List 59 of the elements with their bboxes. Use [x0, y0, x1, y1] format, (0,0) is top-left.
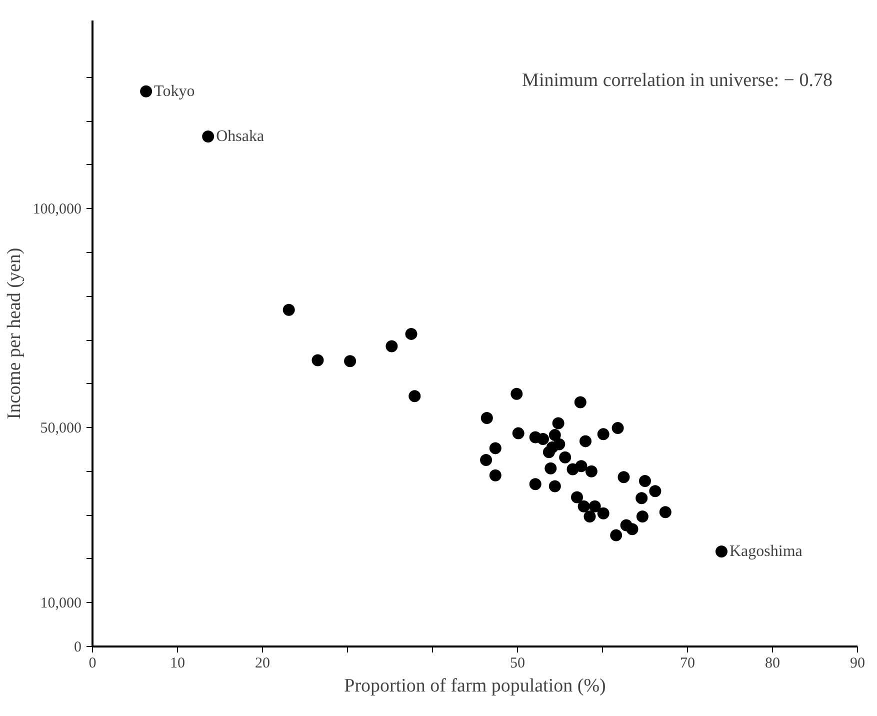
- x-tick-label: 70: [680, 656, 695, 672]
- point: [552, 417, 564, 430]
- y-tick-label: 0: [74, 640, 82, 656]
- point: [610, 529, 622, 542]
- x-tick-label: 20: [255, 656, 270, 672]
- annotation: Tokyo: [154, 82, 195, 100]
- point: [612, 422, 624, 434]
- point: [202, 130, 214, 142]
- x-tick-label: 80: [765, 656, 780, 672]
- x-axis-title: Proportion of farm population (%): [344, 676, 606, 696]
- point: [636, 492, 648, 504]
- point: [578, 500, 590, 512]
- point: [716, 546, 728, 558]
- point: [510, 388, 523, 400]
- point: [542, 446, 555, 458]
- y-tick-label: 100,000: [32, 202, 82, 218]
- point: [559, 451, 572, 464]
- point: [344, 355, 356, 368]
- point: [571, 491, 583, 504]
- point: [584, 510, 596, 522]
- annotation: Kagoshima: [730, 543, 802, 560]
- point: [386, 340, 398, 352]
- point: [618, 471, 630, 484]
- annotation: Minimum correlation in universe: − 0.78: [522, 70, 833, 91]
- point: [480, 454, 492, 466]
- point: [140, 85, 152, 98]
- point: [597, 507, 610, 520]
- point: [574, 396, 586, 408]
- y-tick-label: 10,000: [40, 596, 82, 612]
- point: [626, 523, 638, 536]
- x-tick-label: 0: [88, 656, 96, 672]
- point: [282, 304, 295, 316]
- point: [480, 412, 493, 424]
- point: [588, 500, 601, 512]
- x-tick-label: 90: [850, 656, 865, 672]
- x-tick-label: 10: [170, 656, 185, 672]
- point: [537, 433, 549, 445]
- point: [405, 328, 418, 340]
- y-tick-label: 50,000: [40, 420, 82, 437]
- point: [529, 478, 542, 490]
- point: [548, 480, 561, 492]
- point: [639, 475, 651, 488]
- x-tick-label: 50: [510, 656, 525, 672]
- point: [636, 510, 648, 522]
- point: [544, 462, 557, 474]
- point: [575, 460, 588, 472]
- point: [580, 435, 592, 448]
- point: [597, 428, 610, 440]
- y-axis-title: Income per head (yen): [4, 248, 25, 420]
- point: [548, 429, 561, 442]
- point: [489, 469, 502, 482]
- point: [512, 427, 524, 440]
- point: [649, 485, 662, 498]
- point: [659, 506, 672, 518]
- point: [585, 465, 598, 478]
- annotation: Ohsaka: [216, 128, 264, 146]
- point: [408, 390, 421, 402]
- point: [312, 354, 324, 366]
- point: [489, 442, 502, 454]
